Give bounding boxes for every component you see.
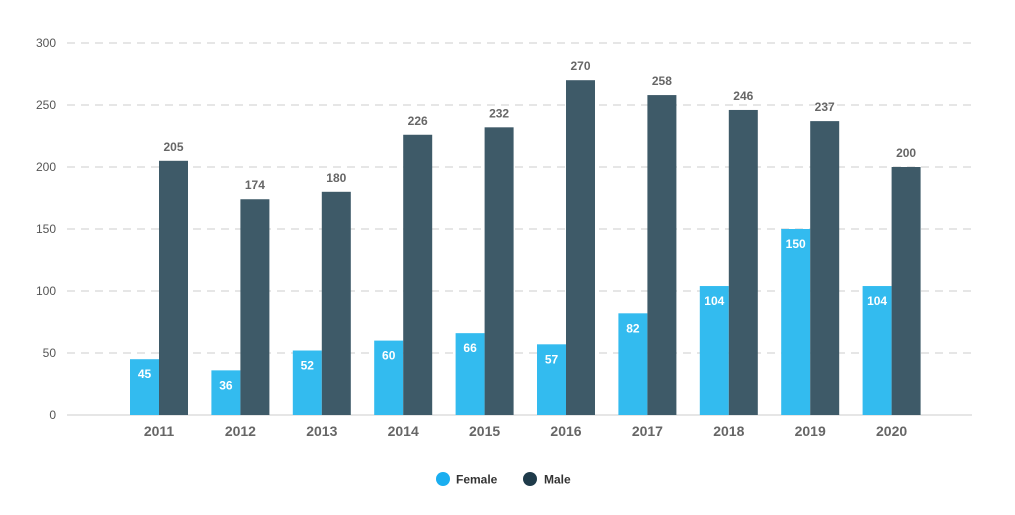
bar-male-2012 (240, 199, 270, 415)
data-label-female-2020: 104 (867, 294, 887, 308)
data-label-female-2011: 45 (138, 367, 152, 381)
bar-male-2014 (403, 134, 433, 415)
y-tick-label: 150 (36, 222, 56, 236)
bar-male-2011 (159, 160, 188, 415)
data-label-female-2014: 60 (382, 349, 396, 363)
bar-male-2018 (728, 109, 758, 416)
bar-male-2016 (566, 80, 595, 415)
bars (130, 80, 921, 416)
legend-label-female[interactable]: Female (456, 473, 498, 487)
bar-female-2015 (455, 333, 485, 415)
data-label-male-2011: 205 (163, 140, 183, 154)
x-tick-label: 2016 (550, 423, 581, 439)
x-tick-label: 2019 (795, 423, 826, 439)
bar-female-2013 (292, 350, 322, 415)
data-label-female-2018: 104 (704, 294, 724, 308)
x-tick-label: 2011 (144, 423, 175, 439)
data-labels: 45 205 36 174 52 180 60 226 66 232 57 270 82 258 104 24… (138, 59, 917, 392)
x-tick-label: 2015 (469, 423, 500, 439)
y-tick-label: 100 (36, 284, 56, 298)
data-label-male-2015: 232 (489, 106, 509, 120)
legend-label-male[interactable]: Male (544, 473, 571, 487)
data-label-male-2016: 270 (570, 59, 590, 73)
x-tick-label: 2017 (632, 423, 663, 439)
bar-female-2019 (781, 229, 811, 415)
bar-female-2011 (130, 359, 159, 415)
data-label-male-2019: 237 (815, 100, 835, 114)
x-tick-label: 2014 (388, 423, 419, 439)
x-tick-label: 2013 (306, 423, 337, 439)
data-label-male-2013: 180 (326, 171, 346, 185)
data-label-male-2020: 200 (896, 146, 916, 160)
data-label-male-2014: 226 (408, 114, 428, 128)
legend-marker-male (523, 472, 537, 486)
x-axis: 2011 2012 2013 2014 2015 2016 2017 2018 2019 2020 (144, 423, 908, 439)
y-axis: 0 50 100 150 200 250 300 (36, 36, 56, 422)
y-tick-label: 250 (36, 98, 56, 112)
bar-female-2012 (211, 370, 241, 415)
data-label-male-2012: 174 (245, 178, 265, 192)
bar-female-2018 (699, 286, 729, 415)
bar-male-2017 (647, 95, 677, 415)
bar-male-2015 (484, 127, 514, 415)
legend: Female Male (436, 472, 571, 487)
bar-male-2020 (891, 167, 921, 415)
data-label-female-2016: 57 (545, 352, 559, 366)
legend-marker-female (436, 472, 450, 486)
y-tick-label: 50 (43, 346, 57, 360)
x-tick-label: 2020 (876, 423, 907, 439)
data-label-female-2017: 82 (626, 321, 640, 335)
bar-male-2019 (810, 121, 840, 416)
y-tick-label: 300 (36, 36, 56, 50)
y-tick-label: 0 (49, 408, 56, 422)
data-label-male-2018: 246 (733, 89, 753, 103)
y-tick-label: 200 (36, 160, 56, 174)
data-label-female-2013: 52 (301, 359, 315, 373)
bar-female-2016 (537, 344, 566, 415)
data-label-female-2019: 150 (786, 237, 806, 251)
bar-female-2020 (862, 286, 892, 415)
data-label-female-2012: 36 (219, 378, 233, 392)
data-label-male-2017: 258 (652, 74, 672, 88)
bar-female-2017 (618, 313, 648, 415)
x-tick-label: 2018 (713, 423, 744, 439)
bar-male-2013 (321, 191, 351, 415)
bar-female-2014 (374, 340, 404, 415)
x-tick-label: 2012 (225, 423, 256, 439)
data-label-female-2015: 66 (463, 341, 477, 355)
